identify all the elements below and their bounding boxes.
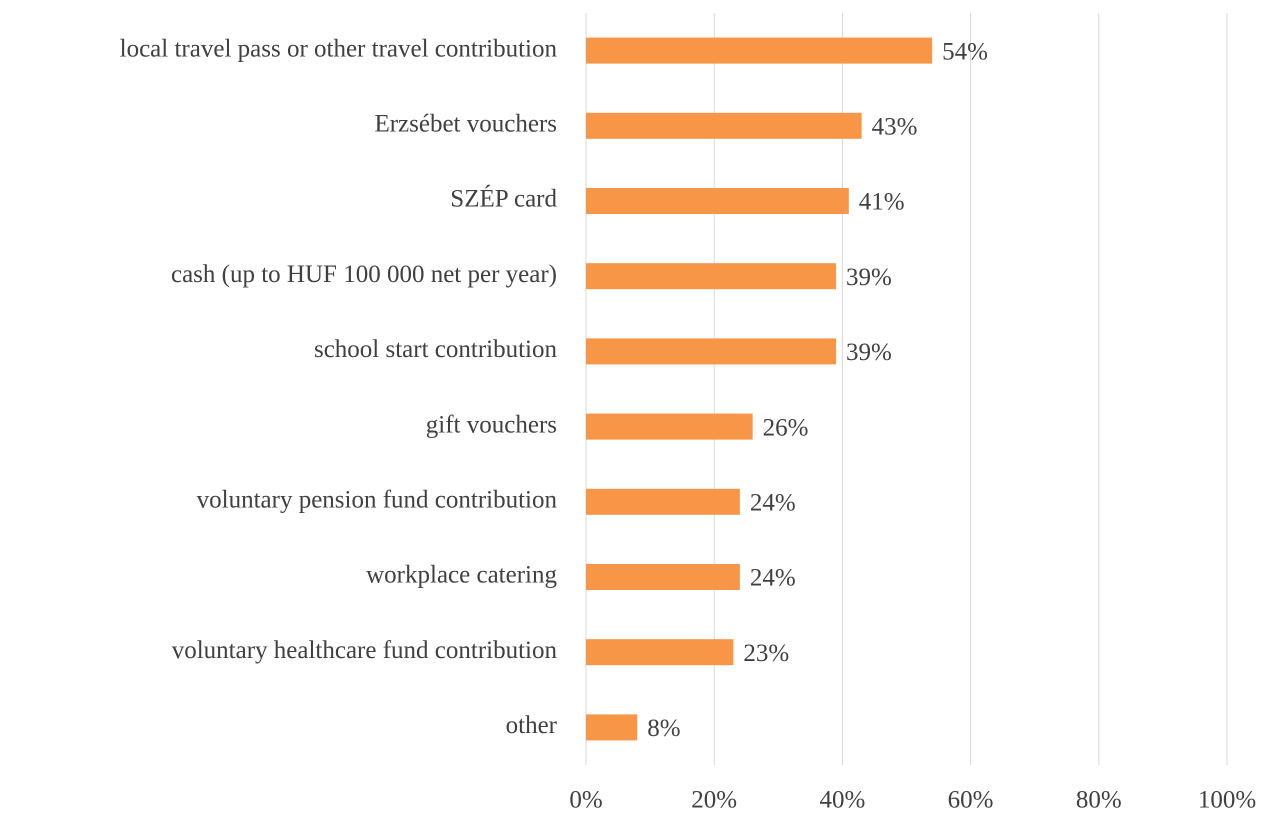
value-label: 43% bbox=[872, 114, 918, 141]
category-label: gift vouchers bbox=[426, 411, 557, 438]
value-label: 39% bbox=[846, 339, 892, 366]
x-tick-label: 80% bbox=[1076, 787, 1122, 814]
value-label: 23% bbox=[743, 640, 789, 667]
category-label: Erzsébet vouchers bbox=[374, 111, 557, 138]
bar bbox=[586, 714, 638, 741]
category-label: workplace catering bbox=[366, 562, 557, 589]
category-label: voluntary pension fund contribution bbox=[197, 487, 558, 514]
bar bbox=[586, 188, 849, 214]
value-label: 24% bbox=[750, 565, 796, 592]
category-label: SZÉP card bbox=[450, 185, 557, 213]
bar bbox=[586, 564, 740, 590]
category-label: voluntary healthcare fund contribution bbox=[172, 637, 558, 664]
bar bbox=[586, 413, 753, 440]
value-label: 54% bbox=[942, 38, 988, 65]
value-label: 8% bbox=[647, 715, 680, 742]
bar bbox=[586, 488, 740, 515]
category-label: local travel pass or other travel contri… bbox=[120, 35, 558, 62]
category-label: other bbox=[506, 712, 558, 739]
x-tick-label: 100% bbox=[1198, 787, 1256, 814]
category-label: school start contribution bbox=[314, 336, 558, 363]
value-label: 41% bbox=[859, 189, 905, 216]
bar bbox=[586, 639, 734, 666]
x-tick-label: 60% bbox=[948, 787, 994, 814]
bar bbox=[586, 263, 836, 290]
x-tick-label: 20% bbox=[691, 787, 737, 814]
category-label: cash (up to HUF 100 000 net per year) bbox=[171, 261, 557, 288]
bar bbox=[586, 37, 933, 64]
x-tick-label: 0% bbox=[569, 787, 602, 814]
value-label: 24% bbox=[750, 490, 796, 517]
x-tick-label: 40% bbox=[819, 787, 865, 814]
bar bbox=[586, 338, 836, 365]
value-label: 26% bbox=[763, 414, 809, 441]
value-label: 39% bbox=[846, 264, 892, 291]
bar bbox=[586, 112, 862, 139]
